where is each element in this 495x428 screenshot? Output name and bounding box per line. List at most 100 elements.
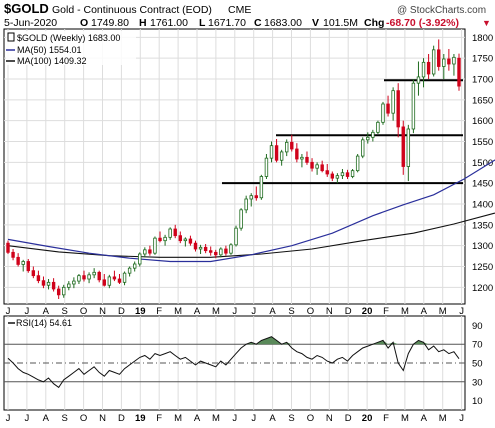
open-value: 1749.80 <box>91 17 129 29</box>
rsi-x-axis: J J A S O N D 19 F M A M J J A S O N D 20 F M A M J <box>6 413 465 424</box>
candle <box>127 266 132 277</box>
candle <box>67 281 71 291</box>
rsi-y-tick: 70 <box>472 340 483 351</box>
candle <box>41 276 46 289</box>
price-x-tick: A <box>194 306 201 317</box>
rsi-y-axis: 10 30 50 70 90 <box>472 321 483 407</box>
price-x-tick: J <box>6 306 11 317</box>
rsi-x-tick: M <box>174 413 182 424</box>
candle <box>376 120 380 134</box>
candle <box>203 244 208 254</box>
rsi-x-tick: A <box>269 413 276 424</box>
price-y-tick: 1750 <box>472 54 493 65</box>
candle <box>214 249 218 259</box>
candle <box>77 274 81 284</box>
vertical-gridlines <box>7 29 463 304</box>
price-y-tick: 1300 <box>472 241 493 252</box>
legend-price: $GOLD (Weekly) 1683.00 <box>17 33 120 43</box>
candle <box>26 259 30 273</box>
price-x-tick: M <box>439 306 447 317</box>
price-x-tick: D <box>118 306 125 317</box>
candle <box>153 236 157 255</box>
candle <box>401 120 405 175</box>
watermark: @ StockCharts.com <box>397 5 486 16</box>
candle <box>285 139 289 157</box>
ma50-line <box>7 159 495 263</box>
legend-ma50: MA(50) 1554.01 <box>17 45 82 55</box>
rsi-x-tick: D <box>345 413 352 424</box>
candle <box>158 231 162 243</box>
candle <box>183 237 188 247</box>
price-y-tick: 1600 <box>472 116 493 127</box>
rsi-x-tick: J <box>459 413 464 424</box>
rsi-x-tick: M <box>401 413 409 424</box>
candle-legend-icon <box>7 32 15 42</box>
candle <box>112 270 117 282</box>
price-x-tick: F <box>383 306 389 317</box>
rsi-x-tick: M <box>439 413 447 424</box>
candle <box>335 173 340 184</box>
price-legend <box>6 31 136 65</box>
candle <box>386 95 390 117</box>
rsi-x-tick: N <box>99 413 106 424</box>
price-x-tick: J <box>459 306 464 317</box>
candle <box>168 227 172 240</box>
change-value: -68.70 (-3.92%) <box>386 17 459 29</box>
candle <box>6 240 10 254</box>
low-label: L <box>199 17 206 29</box>
candle <box>249 193 253 207</box>
candle <box>310 158 314 172</box>
price-x-tick: S <box>62 306 68 317</box>
close-value: 1683.00 <box>264 17 302 29</box>
rsi-y-tick: 30 <box>472 377 483 388</box>
down-arrow-icon: ▼ <box>482 18 491 28</box>
rsi-x-tick: J <box>232 413 237 424</box>
candle <box>102 274 106 287</box>
candle <box>442 54 446 79</box>
candle <box>330 171 335 182</box>
price-x-tick: S <box>288 306 294 317</box>
price-x-tick: D <box>345 306 352 317</box>
price-x-tick: 20 <box>362 306 373 317</box>
price-y-tick: 1450 <box>472 179 493 190</box>
rsi-x-tick: J <box>251 413 256 424</box>
price-y-axis: 1200 1250 1300 1350 1400 1450 1500 1550 1600 1650… <box>472 33 493 294</box>
open-label: O <box>80 17 88 29</box>
chart-description: Gold - Continuous Contract (EOD) <box>52 4 212 16</box>
candle <box>264 154 269 179</box>
rsi-line <box>7 336 460 389</box>
exchange-label: CME <box>228 4 251 16</box>
candle <box>62 284 66 298</box>
rsi-x-tick: J <box>6 413 11 424</box>
low-value: 1671.70 <box>208 17 246 29</box>
candle <box>208 246 213 256</box>
price-x-axis: J J A S O N D 19 F M A M J J A S O N D 20 F M A M J <box>6 306 465 317</box>
candle <box>148 245 152 256</box>
price-x-tick: N <box>326 306 333 317</box>
candle <box>163 234 167 246</box>
price-x-tick: M <box>212 306 220 317</box>
candle <box>239 208 243 231</box>
rsi-x-tick: A <box>43 413 50 424</box>
candle <box>224 245 228 256</box>
price-y-tick: 1650 <box>472 95 493 106</box>
candle <box>361 137 365 159</box>
candle <box>193 240 198 252</box>
candle <box>269 141 274 163</box>
candle <box>295 143 299 163</box>
rsi-x-tick: S <box>62 413 68 424</box>
candle <box>143 247 147 258</box>
candle <box>92 268 96 279</box>
price-y-tick: 1200 <box>472 283 493 294</box>
price-x-tick: N <box>99 306 106 317</box>
candle <box>56 285 61 299</box>
candle <box>254 186 259 201</box>
symbol-title: $GOLD <box>4 1 49 16</box>
rsi-y-tick: 50 <box>472 359 483 370</box>
rsi-x-tick: N <box>326 413 333 424</box>
candle <box>72 277 76 289</box>
candle <box>396 83 400 138</box>
candle <box>416 61 421 96</box>
candle <box>36 270 41 284</box>
candle <box>138 252 142 267</box>
